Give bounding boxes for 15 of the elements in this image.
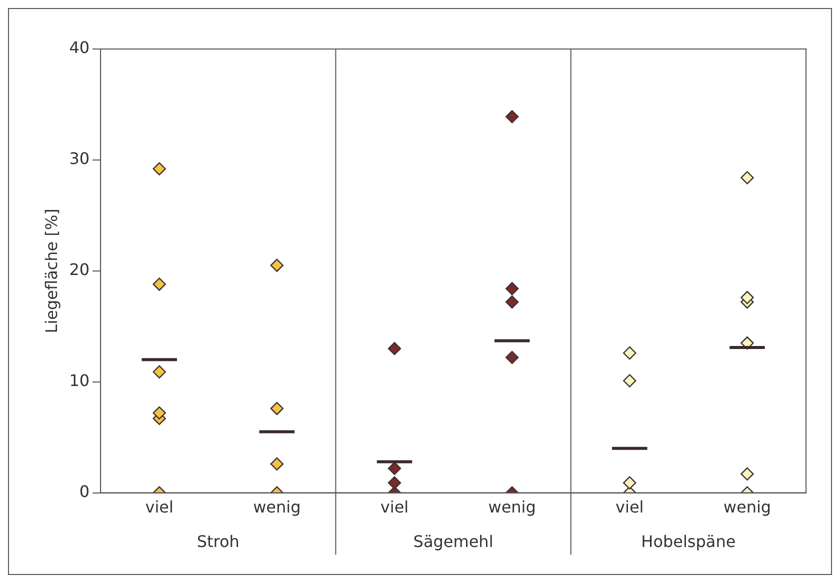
y-tick-label: 40 bbox=[69, 38, 90, 58]
y-tick-label: 20 bbox=[69, 260, 90, 280]
text: Sägemehl bbox=[413, 532, 494, 551]
x-tick-label: viel bbox=[380, 498, 409, 517]
text: Hobelspäne bbox=[641, 532, 736, 551]
y-tick-label: 0 bbox=[79, 482, 90, 501]
y-tick-label: 10 bbox=[69, 371, 90, 390]
x-tick-label: viel bbox=[616, 498, 644, 517]
x-tick-label: wenig bbox=[488, 498, 536, 517]
x-tick-label: viel bbox=[145, 498, 174, 517]
x-tick-label: wenig bbox=[723, 498, 772, 517]
y-tick-label: 30 bbox=[69, 149, 90, 168]
x-tick-label: wenig bbox=[253, 498, 301, 517]
text: Stroh bbox=[196, 532, 240, 551]
y-axis-title: Liegefläche [%] bbox=[42, 208, 61, 334]
